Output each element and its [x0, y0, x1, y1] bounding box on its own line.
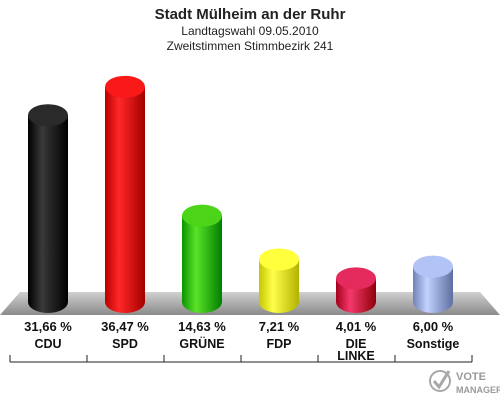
bar-top	[336, 267, 376, 290]
category-label: Sonstige	[407, 337, 460, 351]
value-label: 31,66 %	[24, 319, 72, 334]
category-bracket-group	[9, 355, 473, 363]
vote-manager-check-icon	[429, 370, 451, 392]
category-label: DIE	[346, 337, 367, 351]
bar-body	[105, 86, 145, 314]
bar-gr-ne	[182, 204, 222, 313]
watermark-line2: MANAGER	[456, 385, 500, 395]
chart-subtitle-date: Landtagswahl 09.05.2010	[181, 24, 319, 38]
bars-group	[28, 75, 453, 314]
category-label: LINKE	[337, 349, 375, 363]
value-label: 7,21 %	[259, 319, 300, 334]
bar-die-linke	[336, 267, 376, 313]
bar-top	[182, 204, 222, 227]
value-label: 36,47 %	[101, 319, 149, 334]
bar-top	[28, 104, 68, 127]
bar-body	[413, 266, 453, 313]
bar-fdp	[259, 248, 299, 313]
bar-cdu	[28, 104, 68, 314]
chart-title: Stadt Mülheim an der Ruhr	[155, 6, 346, 23]
value-label: 6,00 %	[413, 319, 454, 334]
bar-spd	[105, 75, 145, 314]
bar-top	[105, 75, 145, 98]
bar-top	[259, 248, 299, 271]
watermark-line1: VOTE	[456, 371, 486, 383]
value-label: 4,01 %	[336, 319, 377, 334]
category-label: CDU	[34, 337, 61, 351]
bar-body	[182, 215, 222, 313]
category-label: GRÜNE	[179, 336, 224, 351]
bar-body	[259, 259, 299, 313]
value-label: 14,63 %	[178, 319, 226, 334]
category-label: FDP	[267, 337, 292, 351]
category-label: SPD	[112, 337, 138, 351]
bar-sonstige	[413, 255, 453, 313]
chart-subtitle-district: Zweitstimmen Stimmbezirk 241	[167, 39, 334, 53]
labels-group: 31,66 % CDU 36,47 % SPD 14,63 % GRÜNE 7,21 % FD…	[24, 319, 459, 363]
vote-manager-logo: VOTE MANAGER	[429, 370, 500, 395]
bar-top	[413, 255, 453, 278]
bar-body	[28, 115, 68, 314]
